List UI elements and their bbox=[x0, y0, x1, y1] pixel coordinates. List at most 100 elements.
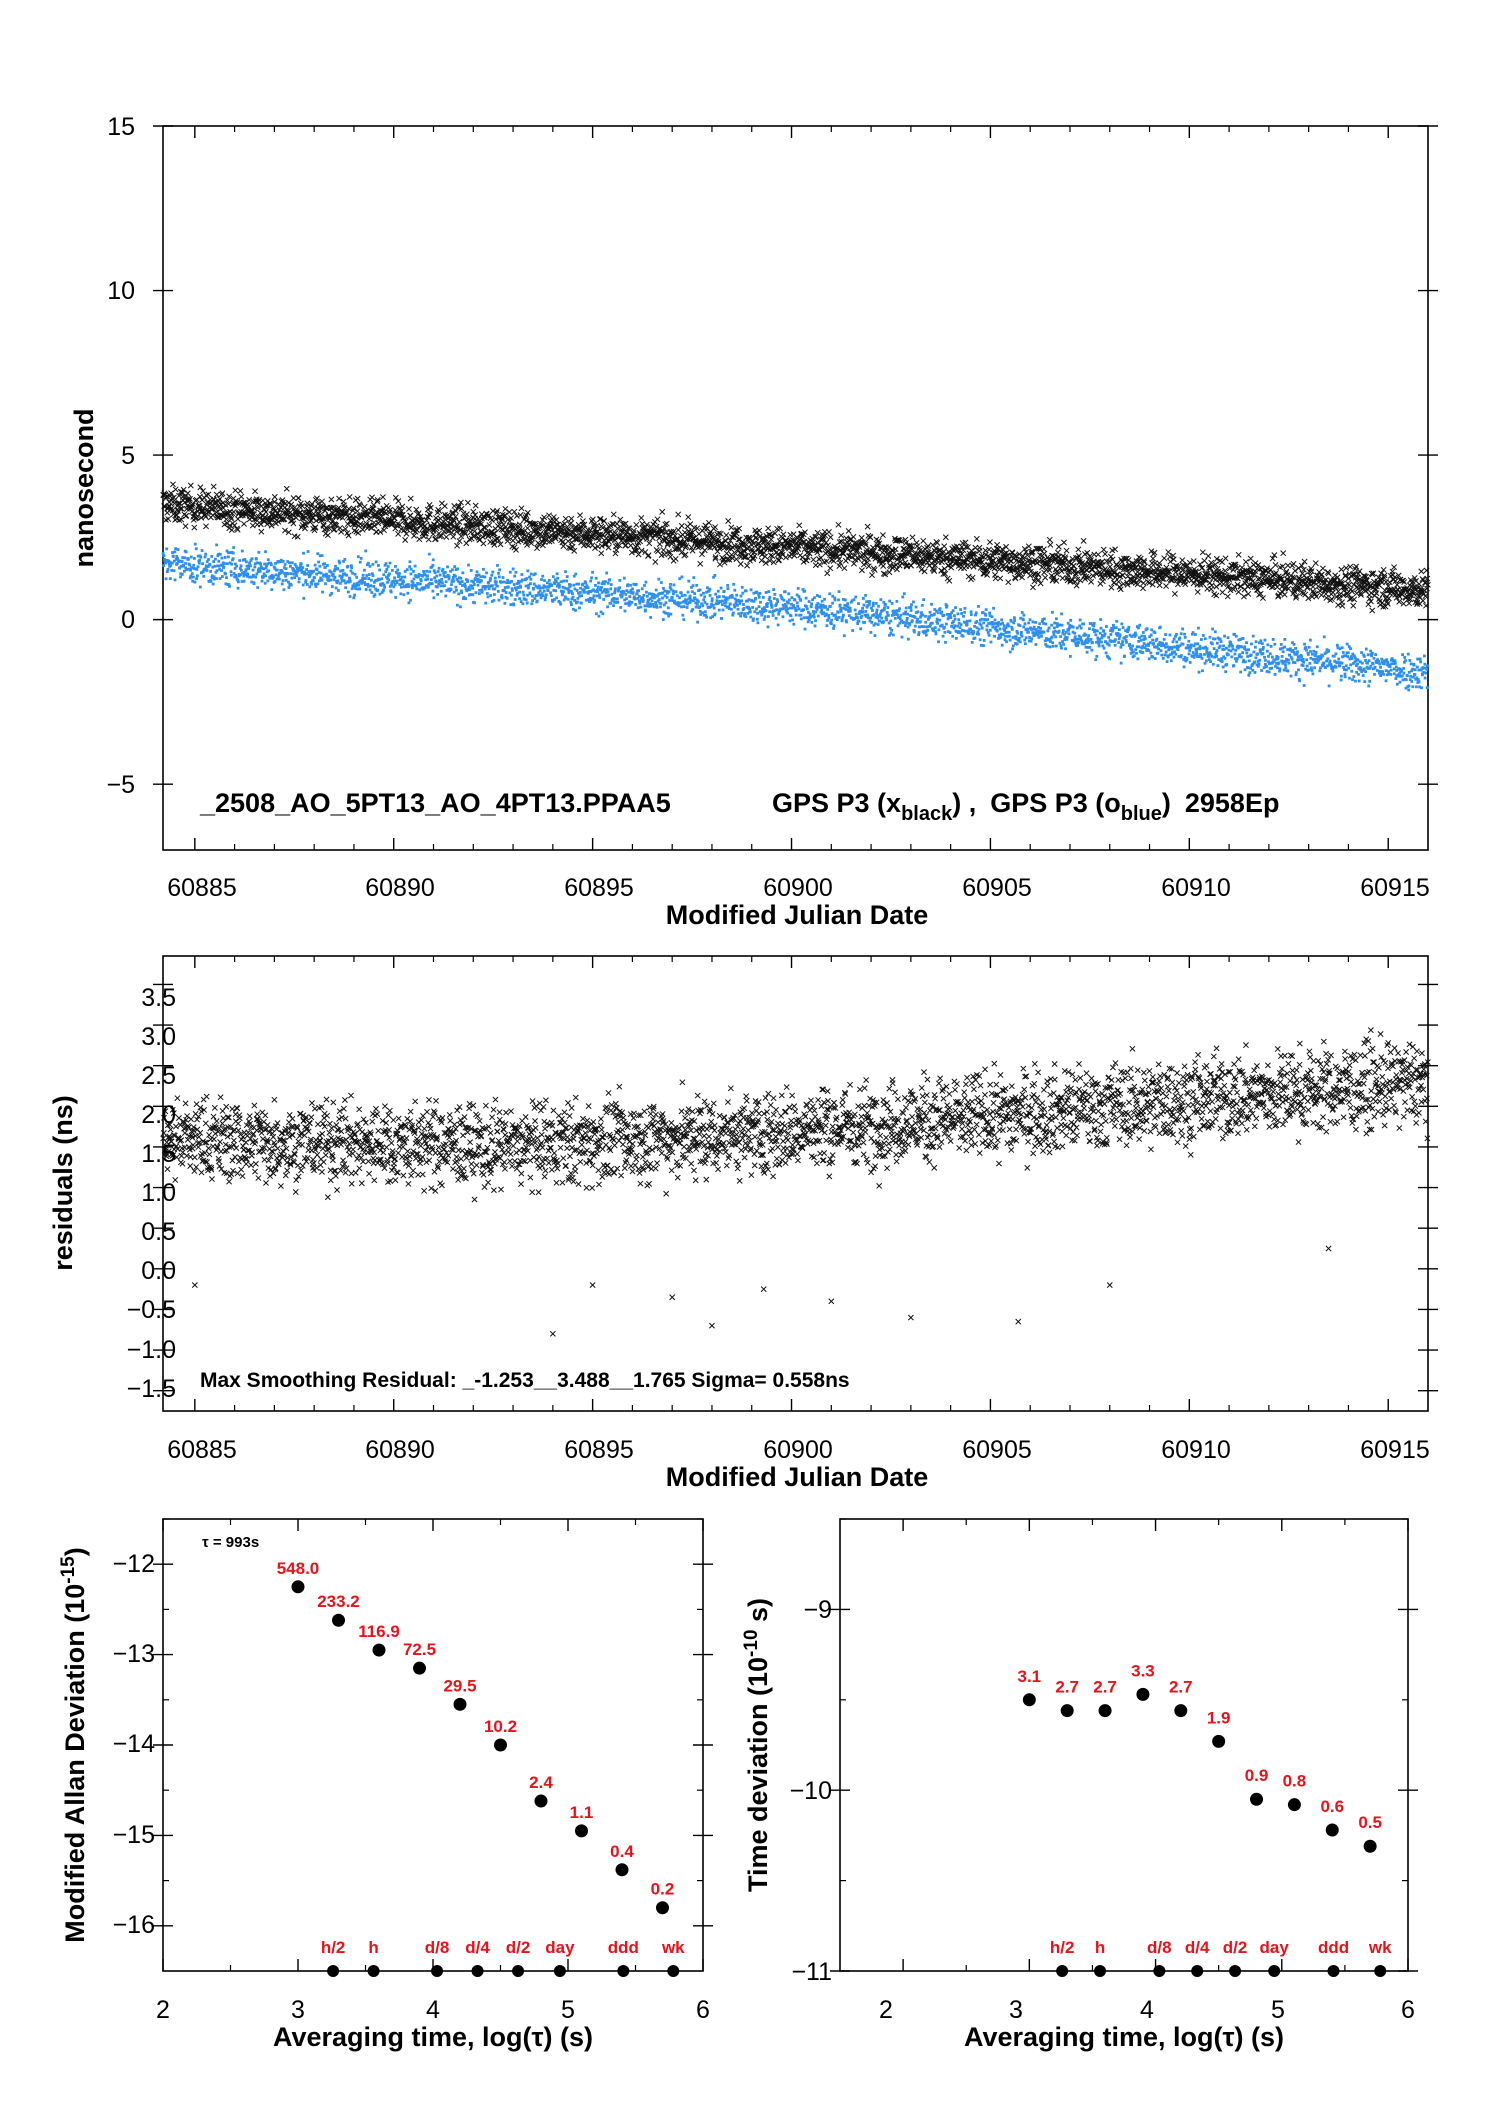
p1-point-x bbox=[371, 522, 378, 529]
p1-point-x bbox=[267, 516, 274, 523]
p1-point-x bbox=[1005, 579, 1012, 586]
p1-point-x bbox=[1199, 549, 1206, 556]
p1-point-o bbox=[891, 633, 895, 637]
p1-point-x bbox=[448, 529, 455, 536]
p1-point-o bbox=[384, 562, 388, 565]
p1-point-x bbox=[257, 509, 264, 516]
p1-point-o bbox=[964, 629, 967, 633]
p1-point-o bbox=[630, 601, 634, 604]
p1-point-o bbox=[788, 619, 792, 623]
p1-point-x bbox=[770, 559, 777, 566]
p1-point-o bbox=[739, 614, 743, 618]
p1-point-o bbox=[789, 614, 793, 618]
p1-point-x bbox=[1102, 551, 1109, 557]
p1-point-o bbox=[726, 584, 730, 587]
p1-point-o bbox=[820, 608, 824, 612]
p1-point-o bbox=[273, 579, 277, 583]
p1-point-o bbox=[926, 629, 930, 632]
p1-point-x bbox=[880, 563, 887, 569]
p1-point-x bbox=[638, 547, 645, 554]
p1-point-x bbox=[780, 531, 787, 538]
p1-point-o bbox=[310, 582, 314, 586]
p1-point-o bbox=[224, 572, 227, 576]
p1-point-o bbox=[641, 598, 645, 602]
p1-point-o bbox=[172, 569, 176, 573]
p1-point-x bbox=[345, 532, 352, 539]
p1-point-o bbox=[597, 614, 601, 618]
p1-point-o bbox=[578, 606, 581, 610]
p1-point-x bbox=[251, 516, 258, 523]
p1-point-o bbox=[639, 605, 643, 609]
p1-point-o bbox=[313, 576, 316, 580]
p1-point-x bbox=[1030, 584, 1036, 591]
p1-point-x bbox=[667, 553, 674, 560]
p1-point-o bbox=[412, 577, 416, 581]
p1-point-o bbox=[407, 601, 411, 605]
p1-point-o bbox=[305, 583, 309, 586]
p1-point-o bbox=[948, 631, 952, 634]
p1-point-o bbox=[377, 564, 380, 567]
p1-point-o bbox=[842, 613, 845, 617]
p1-point-o bbox=[287, 586, 291, 589]
p1-point-x bbox=[874, 543, 881, 550]
p1-point-x bbox=[220, 505, 227, 512]
p1-point-o bbox=[256, 586, 260, 589]
p1-point-o bbox=[736, 607, 740, 611]
p1-point-o bbox=[644, 608, 647, 612]
p1-point-x bbox=[238, 493, 245, 500]
p1-point-x bbox=[862, 539, 869, 546]
p1-point-x bbox=[646, 540, 653, 547]
p1-point-o bbox=[496, 584, 499, 588]
p1-point-x bbox=[534, 545, 540, 552]
p1-point-x bbox=[202, 513, 209, 520]
p1-point-o bbox=[365, 574, 369, 577]
p1-point-x bbox=[217, 506, 224, 513]
p1-point-o bbox=[918, 620, 922, 624]
p1-point-o bbox=[989, 640, 993, 644]
p1-point-o bbox=[264, 574, 268, 578]
p1-point-o bbox=[193, 542, 197, 546]
p1-point-o bbox=[395, 579, 399, 583]
p1-point-o bbox=[696, 600, 700, 603]
p1-point-o bbox=[179, 575, 182, 579]
p1-point-x bbox=[1060, 539, 1067, 546]
p1-point-x bbox=[845, 527, 852, 534]
p1-point-o bbox=[990, 615, 994, 619]
p1-point-o bbox=[999, 635, 1003, 639]
p1-point-o bbox=[277, 574, 280, 578]
p1-point-x bbox=[359, 526, 366, 533]
p1-point-x bbox=[419, 516, 426, 523]
p1-point-o bbox=[967, 632, 971, 635]
p1-point-o bbox=[579, 601, 583, 605]
p1-point-o bbox=[606, 590, 610, 594]
p1-point-x bbox=[838, 538, 845, 545]
p1-point-o bbox=[209, 570, 213, 573]
p1-point-o bbox=[243, 557, 247, 561]
p1-point-o bbox=[332, 578, 336, 582]
p1-point-o bbox=[735, 593, 739, 597]
p1-point-o bbox=[936, 611, 940, 615]
p1-point-o bbox=[506, 585, 510, 589]
p1-point-x bbox=[946, 577, 953, 584]
p1-point-o bbox=[406, 591, 410, 595]
p1-point-o bbox=[659, 605, 662, 609]
p1-point-o bbox=[240, 549, 244, 553]
p1-point-o bbox=[220, 569, 223, 572]
p1-point-o bbox=[811, 610, 815, 613]
p1-point-x bbox=[612, 550, 619, 557]
p1-point-o bbox=[480, 590, 484, 594]
p1-point-o bbox=[954, 606, 957, 610]
p1-point-x bbox=[1254, 565, 1261, 572]
p1-point-o bbox=[402, 580, 405, 584]
p1-point-o bbox=[540, 578, 543, 581]
p1-point-x bbox=[313, 495, 320, 502]
p1-point-o bbox=[749, 610, 752, 614]
p1-point-x bbox=[864, 523, 871, 530]
p1-point-x bbox=[843, 535, 850, 542]
p1-point-o bbox=[387, 578, 391, 582]
p1-point-o bbox=[934, 632, 938, 636]
p1-point-o bbox=[546, 589, 550, 593]
p1-point-o bbox=[608, 578, 612, 582]
p1-point-o bbox=[688, 600, 692, 604]
p1-point-x bbox=[627, 542, 634, 549]
